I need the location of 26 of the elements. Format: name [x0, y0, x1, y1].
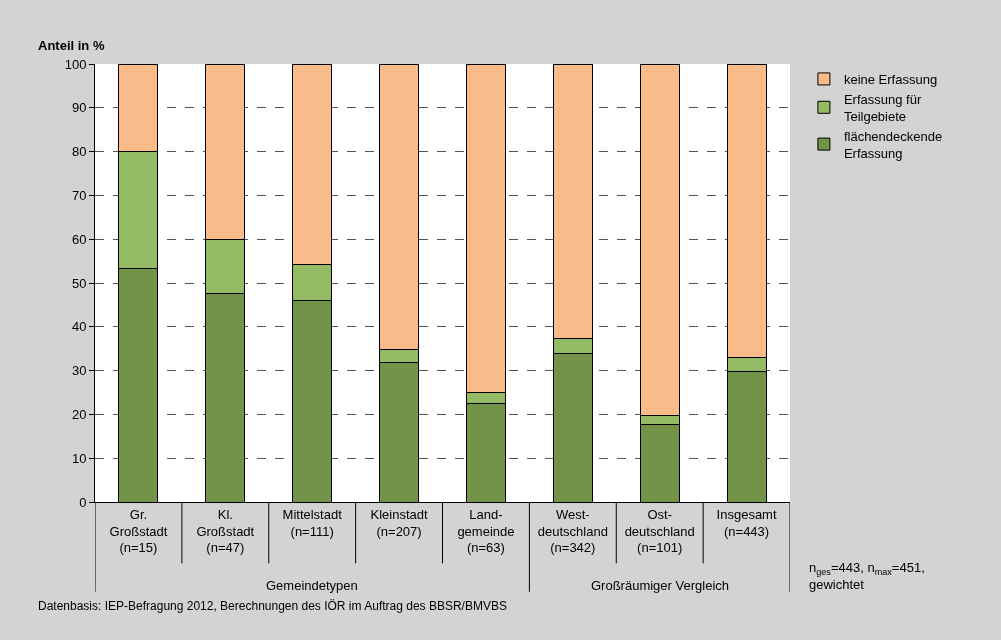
text: Datenbasis: IEP-Befragung 2012, Berechnungen des IÖR im Auftrag des BBSR/BMVBS: [38, 599, 507, 613]
x-tick-label: Insgesamt (n=443): [716, 506, 777, 539]
x-tick-label: Kl. Großstadt (n=47): [196, 506, 255, 556]
y-tick-label: 70: [71, 187, 87, 203]
legend-label: flächendeckende Erfassung: [843, 128, 943, 161]
y-tick-label: 50: [71, 275, 87, 291]
text: Gemeindetypen: [266, 578, 358, 593]
y-tick-label: 30: [71, 363, 87, 379]
y-tick-label: 80: [71, 144, 87, 160]
legend-label: keine Erfassung: [843, 72, 938, 88]
y-tick-label: 90: [71, 100, 87, 116]
y-tick-label: 60: [71, 231, 87, 247]
x-tick-label: Mittelstadt (n=111): [282, 506, 343, 539]
text: Großräumiger Vergleich: [591, 578, 729, 593]
x-tick-label: West- deutschland (n=342): [537, 506, 608, 556]
y-tick-label: 10: [71, 450, 87, 466]
y-tick-label: 0: [79, 494, 87, 510]
y-axis-title: Anteil in %: [38, 38, 105, 53]
y-tick-label: 100: [64, 56, 87, 72]
y-tick-label: 40: [71, 319, 87, 335]
x-tick-label: Land- gemeinde (n=63): [457, 506, 515, 556]
y-tick-label: 20: [71, 406, 87, 422]
text: n$_{ges}$=443, n$_{max}$=451, gewichtet: [809, 560, 925, 592]
x-tick-label: Gr. Großstadt (n=15): [109, 506, 168, 556]
x-tick-label: Ost- deutschland (n=101): [624, 506, 695, 556]
x-tick-label: Kleinstadt (n=207): [370, 506, 428, 539]
